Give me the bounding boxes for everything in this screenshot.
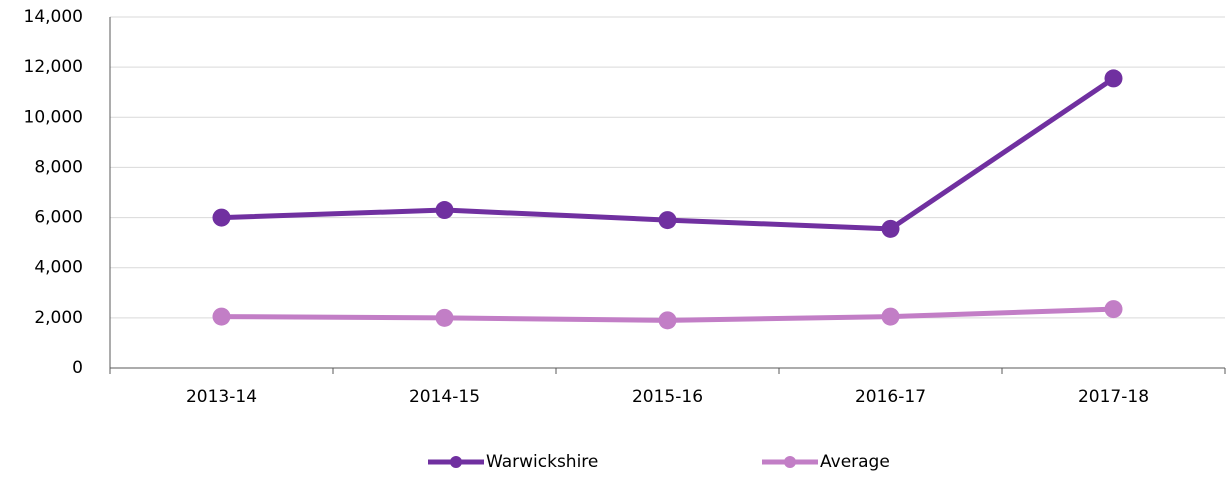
y-tick-label: 14,000 [24,7,83,27]
data-point [658,211,677,230]
y-tick-label: 4,000 [34,258,83,278]
data-point [1104,300,1123,319]
x-tick-label: 2014-15 [409,387,480,407]
y-tick-label: 10,000 [24,107,83,127]
data-point [212,208,231,227]
y-tick-label: 0 [72,358,83,378]
data-point [881,307,900,326]
y-tick-label: 12,000 [24,57,83,77]
data-point [881,219,900,238]
data-point [658,311,677,330]
y-tick-label: 8,000 [34,157,83,177]
legend-marker [784,456,796,468]
data-point [435,308,454,327]
data-point [435,201,454,220]
legend-marker [450,456,462,468]
data-point [212,307,231,326]
legend-label: Average [820,452,890,472]
y-tick-label: 2,000 [34,308,83,328]
x-tick-label: 2015-16 [632,387,703,407]
data-point [1104,69,1123,88]
x-tick-label: 2017-18 [1078,387,1149,407]
legend-label: Warwickshire [486,452,598,472]
y-tick-label: 6,000 [34,208,83,228]
series-line [221,76,1115,232]
x-tick-label: 2013-14 [186,387,257,407]
x-tick-label: 2016-17 [855,387,926,407]
